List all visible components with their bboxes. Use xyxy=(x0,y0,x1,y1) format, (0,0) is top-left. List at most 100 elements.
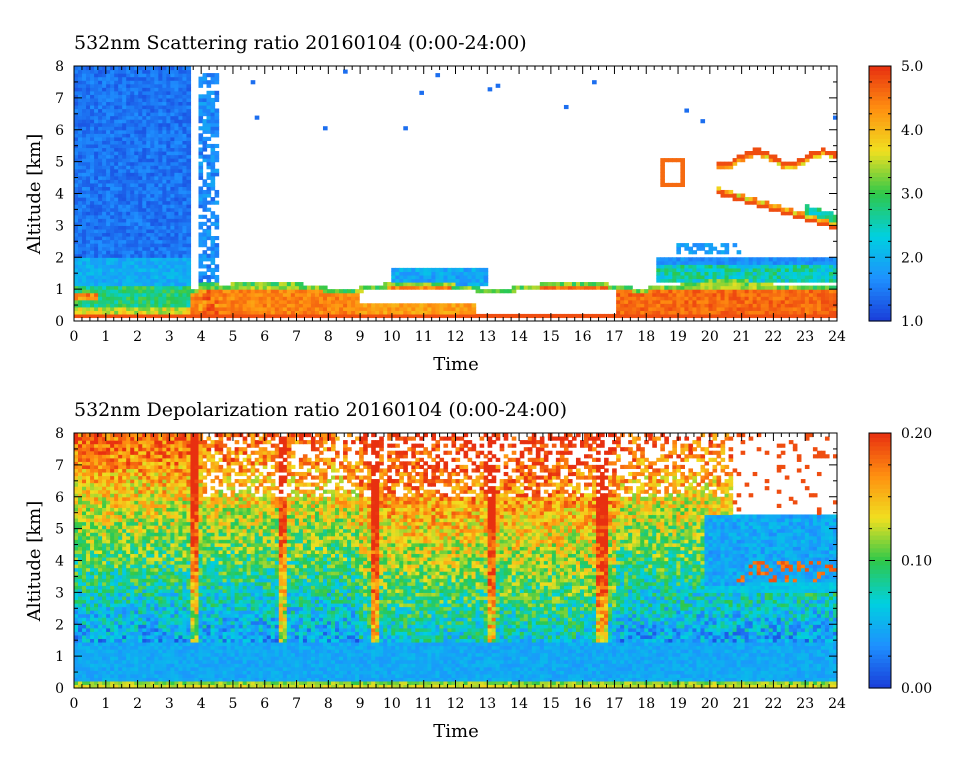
heatmap-cell xyxy=(210,129,216,134)
heatmap-cell xyxy=(792,271,798,276)
heatmap-cell xyxy=(170,243,175,248)
heatmap-cell xyxy=(700,282,706,287)
heatmap-cell xyxy=(182,292,188,297)
heatmap-cell xyxy=(142,250,147,255)
heatmap-cell xyxy=(118,274,123,280)
heatmap-cell xyxy=(158,193,163,198)
heatmap-cell xyxy=(828,221,834,226)
heatmap-cell xyxy=(98,641,103,647)
heatmap-cell xyxy=(146,122,151,127)
heatmap-cell xyxy=(636,303,641,308)
heatmap-cell xyxy=(90,510,95,516)
heatmap-cell xyxy=(174,119,180,124)
heatmap-cell xyxy=(708,289,714,294)
heatmap-cell xyxy=(282,306,288,311)
heatmap-cell xyxy=(756,204,762,209)
heatmap-cell xyxy=(672,260,677,265)
heatmap-cell xyxy=(828,214,834,219)
heatmap-cell xyxy=(720,299,726,304)
heatmap-cell xyxy=(214,246,220,251)
heatmap-cell xyxy=(138,83,143,88)
heatmap-cell xyxy=(118,154,123,159)
heatmap-cell xyxy=(94,443,99,448)
heatmap-cell xyxy=(98,186,103,191)
heatmap-cell xyxy=(620,289,625,294)
heatmap-cell xyxy=(114,182,119,188)
heatmap-cell xyxy=(186,104,192,110)
heatmap-cell xyxy=(816,299,822,304)
heatmap-cell xyxy=(736,289,742,294)
heatmap-cell xyxy=(198,303,204,308)
heatmap-cell xyxy=(90,207,95,212)
heatmap-cell xyxy=(483,278,489,283)
heatmap-cell xyxy=(126,197,131,202)
heatmap-cell xyxy=(82,260,87,265)
heatmap-cell xyxy=(86,638,91,643)
heatmap-cell xyxy=(142,260,147,265)
heatmap-cell xyxy=(142,214,147,219)
heatmap-cell xyxy=(832,292,838,297)
heatmap-cell xyxy=(90,461,95,466)
heatmap-cell xyxy=(170,154,175,159)
heatmap-cell xyxy=(310,313,316,319)
heatmap-cell xyxy=(90,464,95,470)
x-tick-label: 23 xyxy=(796,329,814,345)
heatmap-cell xyxy=(74,539,79,544)
heatmap-cell xyxy=(198,175,204,180)
heatmap-cell xyxy=(198,257,204,262)
heatmap-cell xyxy=(78,147,83,152)
heatmap-cell xyxy=(696,278,702,283)
heatmap-cell xyxy=(656,296,661,301)
heatmap-cell xyxy=(94,158,99,163)
heatmap-cell xyxy=(186,90,192,95)
heatmap-cell xyxy=(182,289,188,294)
heatmap-cell xyxy=(339,292,344,297)
heatmap-cell xyxy=(431,267,437,273)
heatmap-cell xyxy=(796,257,802,262)
heatmap-cell xyxy=(86,486,91,491)
heatmap-cell xyxy=(94,489,99,494)
heatmap-cell xyxy=(551,282,557,287)
heatmap-cell xyxy=(467,303,473,308)
heatmap-cell xyxy=(768,154,774,159)
heatmap-cell xyxy=(182,267,188,273)
heatmap-cell xyxy=(206,225,212,230)
heatmap-cell xyxy=(744,282,750,287)
heatmap-cell xyxy=(110,101,115,106)
heatmap-cell xyxy=(94,666,99,671)
heatmap-cell xyxy=(407,278,412,283)
heatmap-cell xyxy=(419,278,424,283)
heatmap-cell xyxy=(796,310,802,315)
heatmap-cell xyxy=(800,267,806,273)
colorbar-swatch xyxy=(869,70,891,76)
heatmap-cell xyxy=(784,161,790,166)
heatmap-cell xyxy=(142,161,147,166)
heatmap-cell xyxy=(106,264,111,269)
heatmap-cell xyxy=(118,73,123,78)
heatmap-cell xyxy=(732,274,738,280)
heatmap-cell xyxy=(98,514,103,519)
heatmap-cell xyxy=(114,306,119,311)
heatmap-cell xyxy=(86,532,91,537)
colorbar-swatch xyxy=(869,151,891,156)
heatmap-cell xyxy=(700,257,706,262)
heatmap-cell xyxy=(86,479,91,484)
heatmap-cell xyxy=(258,306,264,311)
heatmap-cell xyxy=(134,225,139,230)
heatmap-cell xyxy=(286,285,292,290)
heatmap-cell xyxy=(347,289,352,294)
heatmap-cell xyxy=(660,296,665,301)
heatmap-cell xyxy=(94,214,99,219)
heatmap-cell xyxy=(740,197,746,202)
heatmap-cell xyxy=(154,186,159,191)
heatmap-cell xyxy=(178,204,184,209)
heatmap-cell xyxy=(90,443,95,448)
heatmap-cell xyxy=(102,289,107,294)
heatmap-cell xyxy=(122,211,127,216)
heatmap-cell xyxy=(94,624,99,629)
heatmap-cell xyxy=(748,296,754,301)
heatmap-cell xyxy=(86,599,91,604)
heatmap-cell xyxy=(118,264,123,269)
heatmap-cell xyxy=(499,313,505,319)
heatmap-cell xyxy=(660,303,665,308)
